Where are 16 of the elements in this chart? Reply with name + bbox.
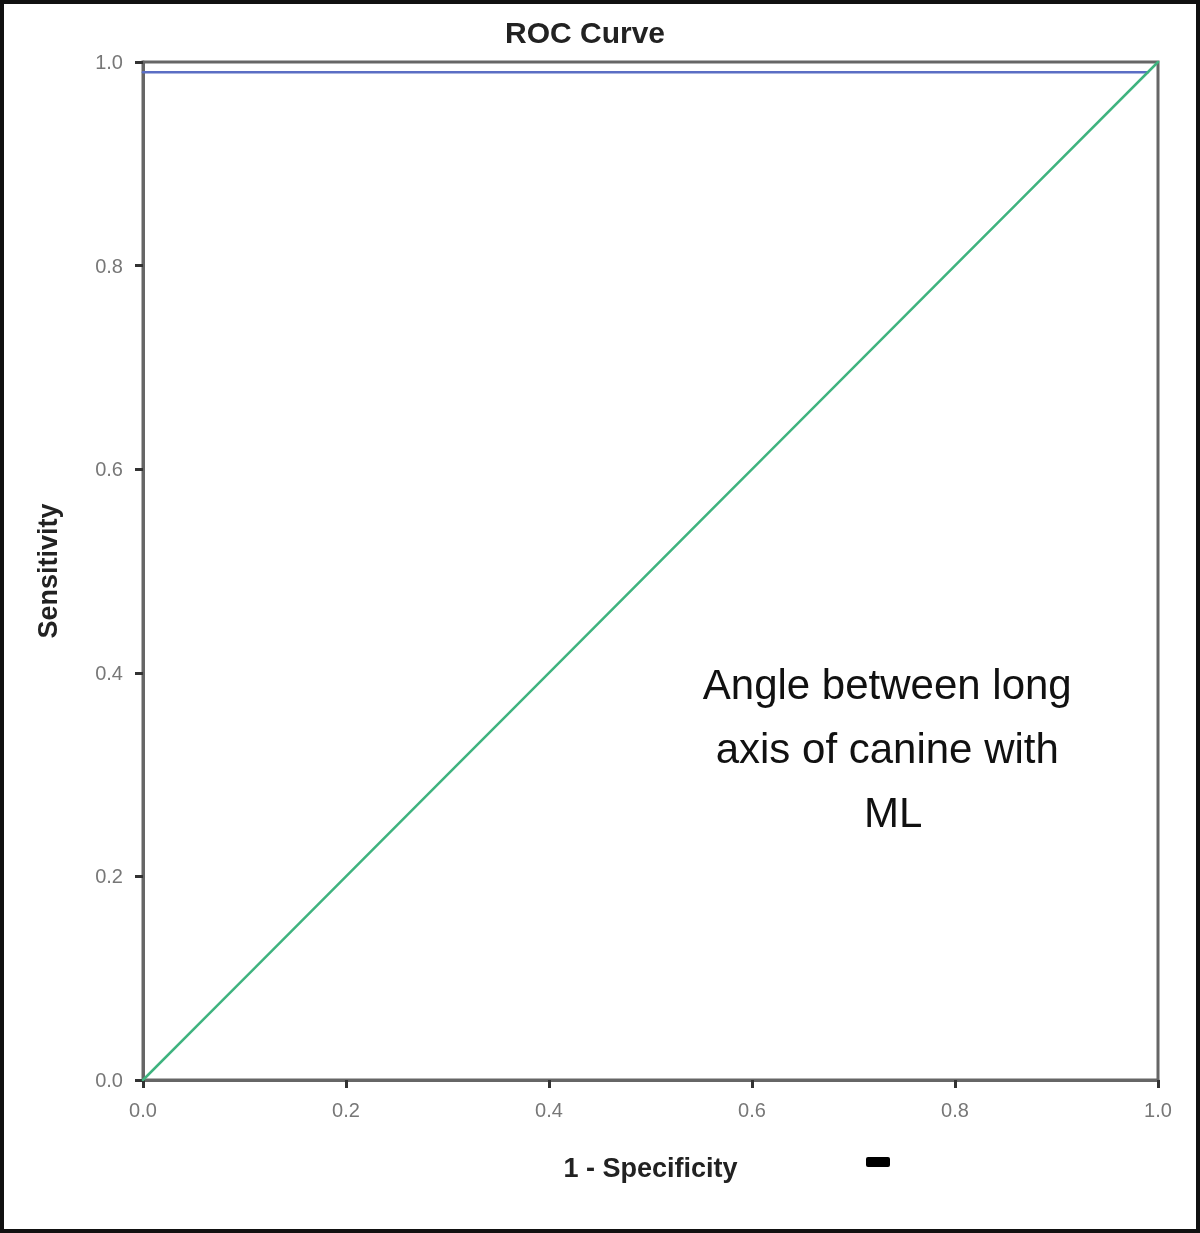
x-tick-label: 0.4 <box>535 1099 563 1121</box>
x-tick-label: 0.2 <box>332 1099 360 1121</box>
x-axis-title: 1 - Specificity <box>563 1152 738 1183</box>
y-tick-label: 0.6 <box>95 458 123 481</box>
x-tick-label: 0.6 <box>738 1099 766 1121</box>
x-tick-label: 0.0 <box>129 1099 157 1121</box>
y-tick-label: 0.2 <box>95 865 123 888</box>
x-tick-label: 1.0 <box>1144 1099 1172 1121</box>
y-tick-label: 1.0 <box>95 51 123 73</box>
annotation: Angle between long axis of canine with ML <box>702 660 1084 836</box>
y-tick-label: 0.8 <box>95 254 123 277</box>
chart-title: ROC Curve <box>504 15 666 49</box>
y-tick-label: 0.0 <box>95 1069 123 1091</box>
y-tick-label: 0.4 <box>95 661 123 684</box>
x-tick-label: 0.8 <box>941 1099 969 1121</box>
y-axis-title: Sensitivity <box>32 503 63 639</box>
